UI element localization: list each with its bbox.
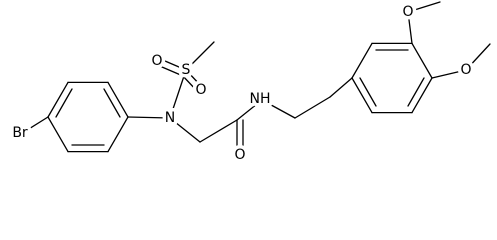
atom-label: N (165, 110, 175, 126)
atom-label: O (195, 82, 206, 98)
atom-labels: Br N S O O O NH O O (9, 1, 475, 167)
bonds (23, 1, 491, 155)
atom-label: O (402, 4, 413, 20)
atom-label: O (234, 147, 245, 163)
structure-diagram: Br N S O O O NH O O (9, 1, 491, 167)
atom-label: NH (250, 91, 271, 107)
atom-label: O (460, 62, 471, 78)
atom-label: S (182, 62, 191, 78)
atom-label: Br (12, 125, 28, 141)
atom-label: O (151, 53, 162, 69)
